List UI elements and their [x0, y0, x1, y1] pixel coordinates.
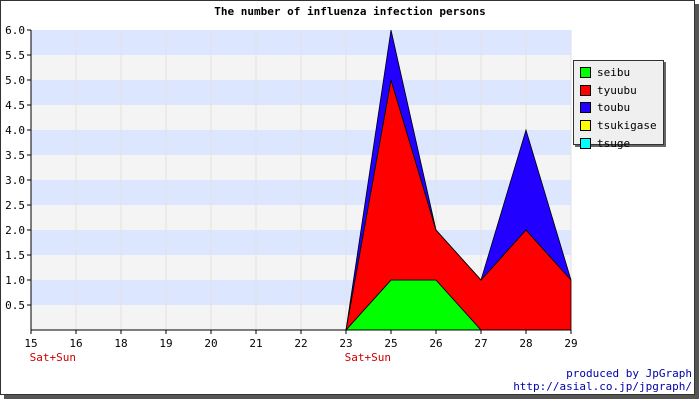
x-tick-label: 18 — [114, 337, 127, 350]
legend-item-tyuubu: tyuubu — [580, 82, 663, 100]
y-tick-label: 5.5 — [5, 49, 25, 62]
y-tick-label: 2.0 — [5, 224, 25, 237]
x-tick-label: 26 — [429, 337, 442, 350]
legend-swatch — [580, 67, 591, 79]
credit-line-1: produced by JpGraph — [566, 367, 692, 380]
y-tick-label: 3.5 — [5, 149, 25, 162]
legend-label: toubu — [597, 101, 631, 115]
y-tick-label: 1.5 — [5, 249, 25, 262]
legend-label: tsuge — [597, 136, 631, 150]
x-tick-label: 28 — [519, 337, 532, 350]
legend-swatch — [580, 137, 591, 149]
x-tick-label: 22 — [294, 337, 307, 350]
weekend-label: Sat+Sun — [345, 351, 391, 364]
legend-swatch — [580, 120, 591, 132]
x-tick-label: 20 — [204, 337, 217, 350]
y-tick-label: 4.0 — [5, 124, 25, 137]
y-tick-label: 2.5 — [5, 199, 25, 212]
legend-label: seibu — [597, 66, 631, 80]
y-tick-label: 3.0 — [5, 174, 25, 187]
legend-item-toubu: toubu — [580, 99, 663, 117]
x-tick-label: 19 — [159, 337, 172, 350]
legend-swatch — [580, 84, 591, 96]
legend-label: tsukigase — [597, 119, 657, 133]
x-tick-label: 29 — [564, 337, 577, 350]
credit-line-2[interactable]: http://asial.co.jp/jpgraph/ — [513, 380, 692, 393]
x-tick-label: 27 — [474, 337, 487, 350]
chart-title: The number of influenza infection person… — [214, 5, 486, 18]
y-tick-label: 4.5 — [5, 99, 25, 112]
x-tick-label: 25 — [384, 337, 397, 350]
x-tick-label: 15 — [24, 337, 37, 350]
legend: seibu tyuubu toubu tsukigase tsuge — [573, 60, 664, 150]
x-tick-label: 21 — [249, 337, 262, 350]
weekend-label: Sat+Sun — [30, 351, 76, 364]
x-tick-label: 16 — [69, 337, 82, 350]
legend-swatch — [580, 102, 591, 114]
legend-item-seibu: seibu — [580, 64, 663, 82]
legend-item-tsuge: tsuge — [580, 134, 663, 152]
legend-label: tyuubu — [597, 83, 637, 97]
x-tick-label: 23 — [339, 337, 352, 350]
y-tick-label: 1.0 — [5, 274, 25, 287]
legend-item-tsukigase: tsukigase — [580, 117, 663, 135]
y-tick-label: 6.0 — [5, 24, 25, 37]
y-tick-label: 5.0 — [5, 74, 25, 87]
y-tick-label: 0.5 — [5, 299, 25, 312]
